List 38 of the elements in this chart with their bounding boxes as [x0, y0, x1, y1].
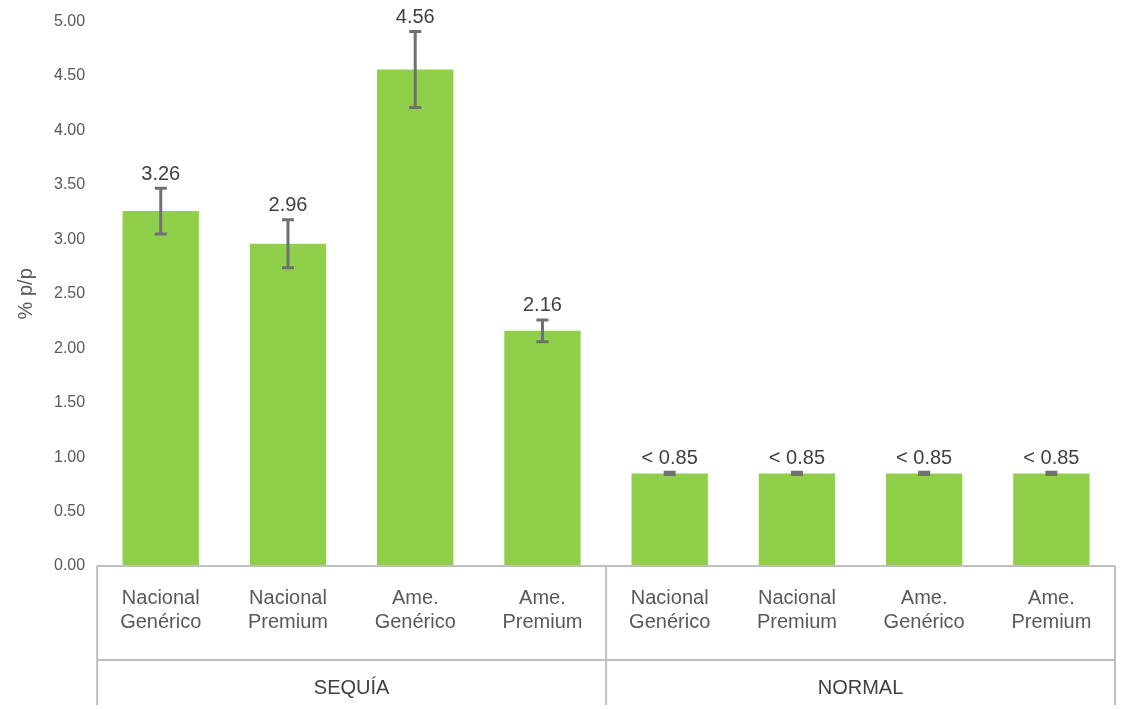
y-tick-label: 5.00 [54, 12, 86, 30]
data-label: < 0.85 [1023, 445, 1080, 468]
bar [1013, 473, 1090, 566]
data-label: < 0.85 [641, 445, 698, 468]
x-tick-label: Ame. Genérico [883, 585, 965, 632]
y-tick-label: 0.50 [54, 501, 86, 519]
x-tick-label: Nacional Genérico [629, 585, 711, 632]
y-tick-label: 4.00 [54, 120, 86, 138]
data-label: < 0.85 [768, 445, 825, 468]
x-tick-label: Ame. Premium [502, 585, 583, 632]
bar [377, 69, 454, 566]
bar [249, 243, 327, 566]
bar [122, 211, 199, 566]
y-tick-label: 3.00 [54, 229, 86, 247]
data-label: 4.56 [395, 4, 435, 27]
text: NORMAL [817, 675, 904, 698]
y-tick-label: 2.00 [54, 338, 86, 356]
y-tick-label: 0.00 [54, 556, 86, 574]
y-tick-label: 4.50 [54, 66, 86, 84]
bar [504, 330, 581, 566]
x-tick-label: Nacional Premium [756, 585, 837, 632]
bar [885, 473, 963, 566]
y-tick-label: 2.50 [54, 284, 86, 302]
y-tick-label: 3.50 [54, 175, 86, 193]
x-tick-label: Ame. Premium [1011, 585, 1092, 632]
data-label: < 0.85 [896, 445, 953, 468]
x-tick-label: Nacional Genérico [120, 585, 202, 632]
text: SEQUÍA [313, 675, 391, 698]
bar [631, 473, 708, 566]
y-axis-title: % p/p [13, 268, 36, 320]
bar [758, 473, 836, 566]
y-tick-label: 1.00 [54, 447, 86, 465]
data-label: 2.96 [268, 193, 308, 216]
x-tick-label: Nacional Premium [247, 585, 328, 632]
x-tick-label: Ame. Genérico [374, 585, 456, 632]
data-label: 3.26 [141, 161, 181, 184]
y-tick-label: 1.50 [54, 393, 86, 411]
data-label: 2.16 [522, 293, 562, 316]
